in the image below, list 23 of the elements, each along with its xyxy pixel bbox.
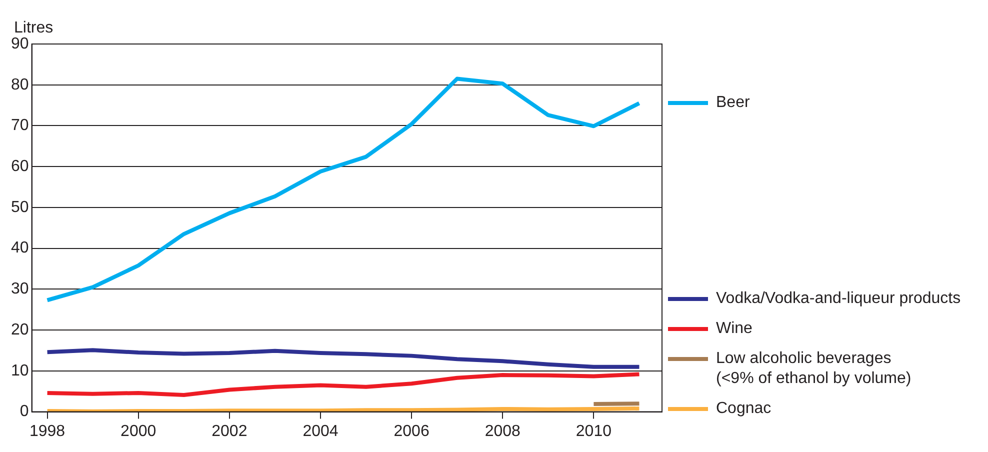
y-tick-label: 20 bbox=[11, 321, 29, 338]
y-axis-title: Litres bbox=[14, 19, 54, 36]
legend-label: Low alcoholic beverages (<9% of ethanol by volume) bbox=[716, 348, 912, 389]
y-tick-label: 50 bbox=[11, 198, 29, 216]
y-tick-label: 80 bbox=[11, 76, 29, 94]
legend-label: Wine bbox=[716, 318, 752, 339]
x-tick-label: 2006 bbox=[394, 422, 430, 440]
y-tick-label: 0 bbox=[20, 403, 29, 420]
y-tick-label: 40 bbox=[11, 240, 29, 257]
y-tick-label: 90 bbox=[11, 35, 29, 52]
y-tick-label: 10 bbox=[11, 362, 29, 380]
y-tick-label: 70 bbox=[11, 117, 29, 134]
y-tick-label: 30 bbox=[11, 280, 29, 298]
x-tick-label: 2008 bbox=[484, 422, 521, 440]
x-tick-label: 2010 bbox=[576, 422, 612, 440]
x-tick-label: 2002 bbox=[212, 422, 248, 440]
x-tick-label: 2000 bbox=[120, 422, 156, 440]
y-tick-label: 60 bbox=[11, 158, 29, 176]
x-tick-label: 2004 bbox=[302, 422, 338, 440]
legend-label: Beer bbox=[716, 93, 750, 114]
legend-label: Cognac bbox=[716, 398, 772, 419]
x-tick-label: 1998 bbox=[29, 422, 66, 440]
legend-label: Vodka/Vodka-and-liqueur products bbox=[716, 288, 961, 309]
